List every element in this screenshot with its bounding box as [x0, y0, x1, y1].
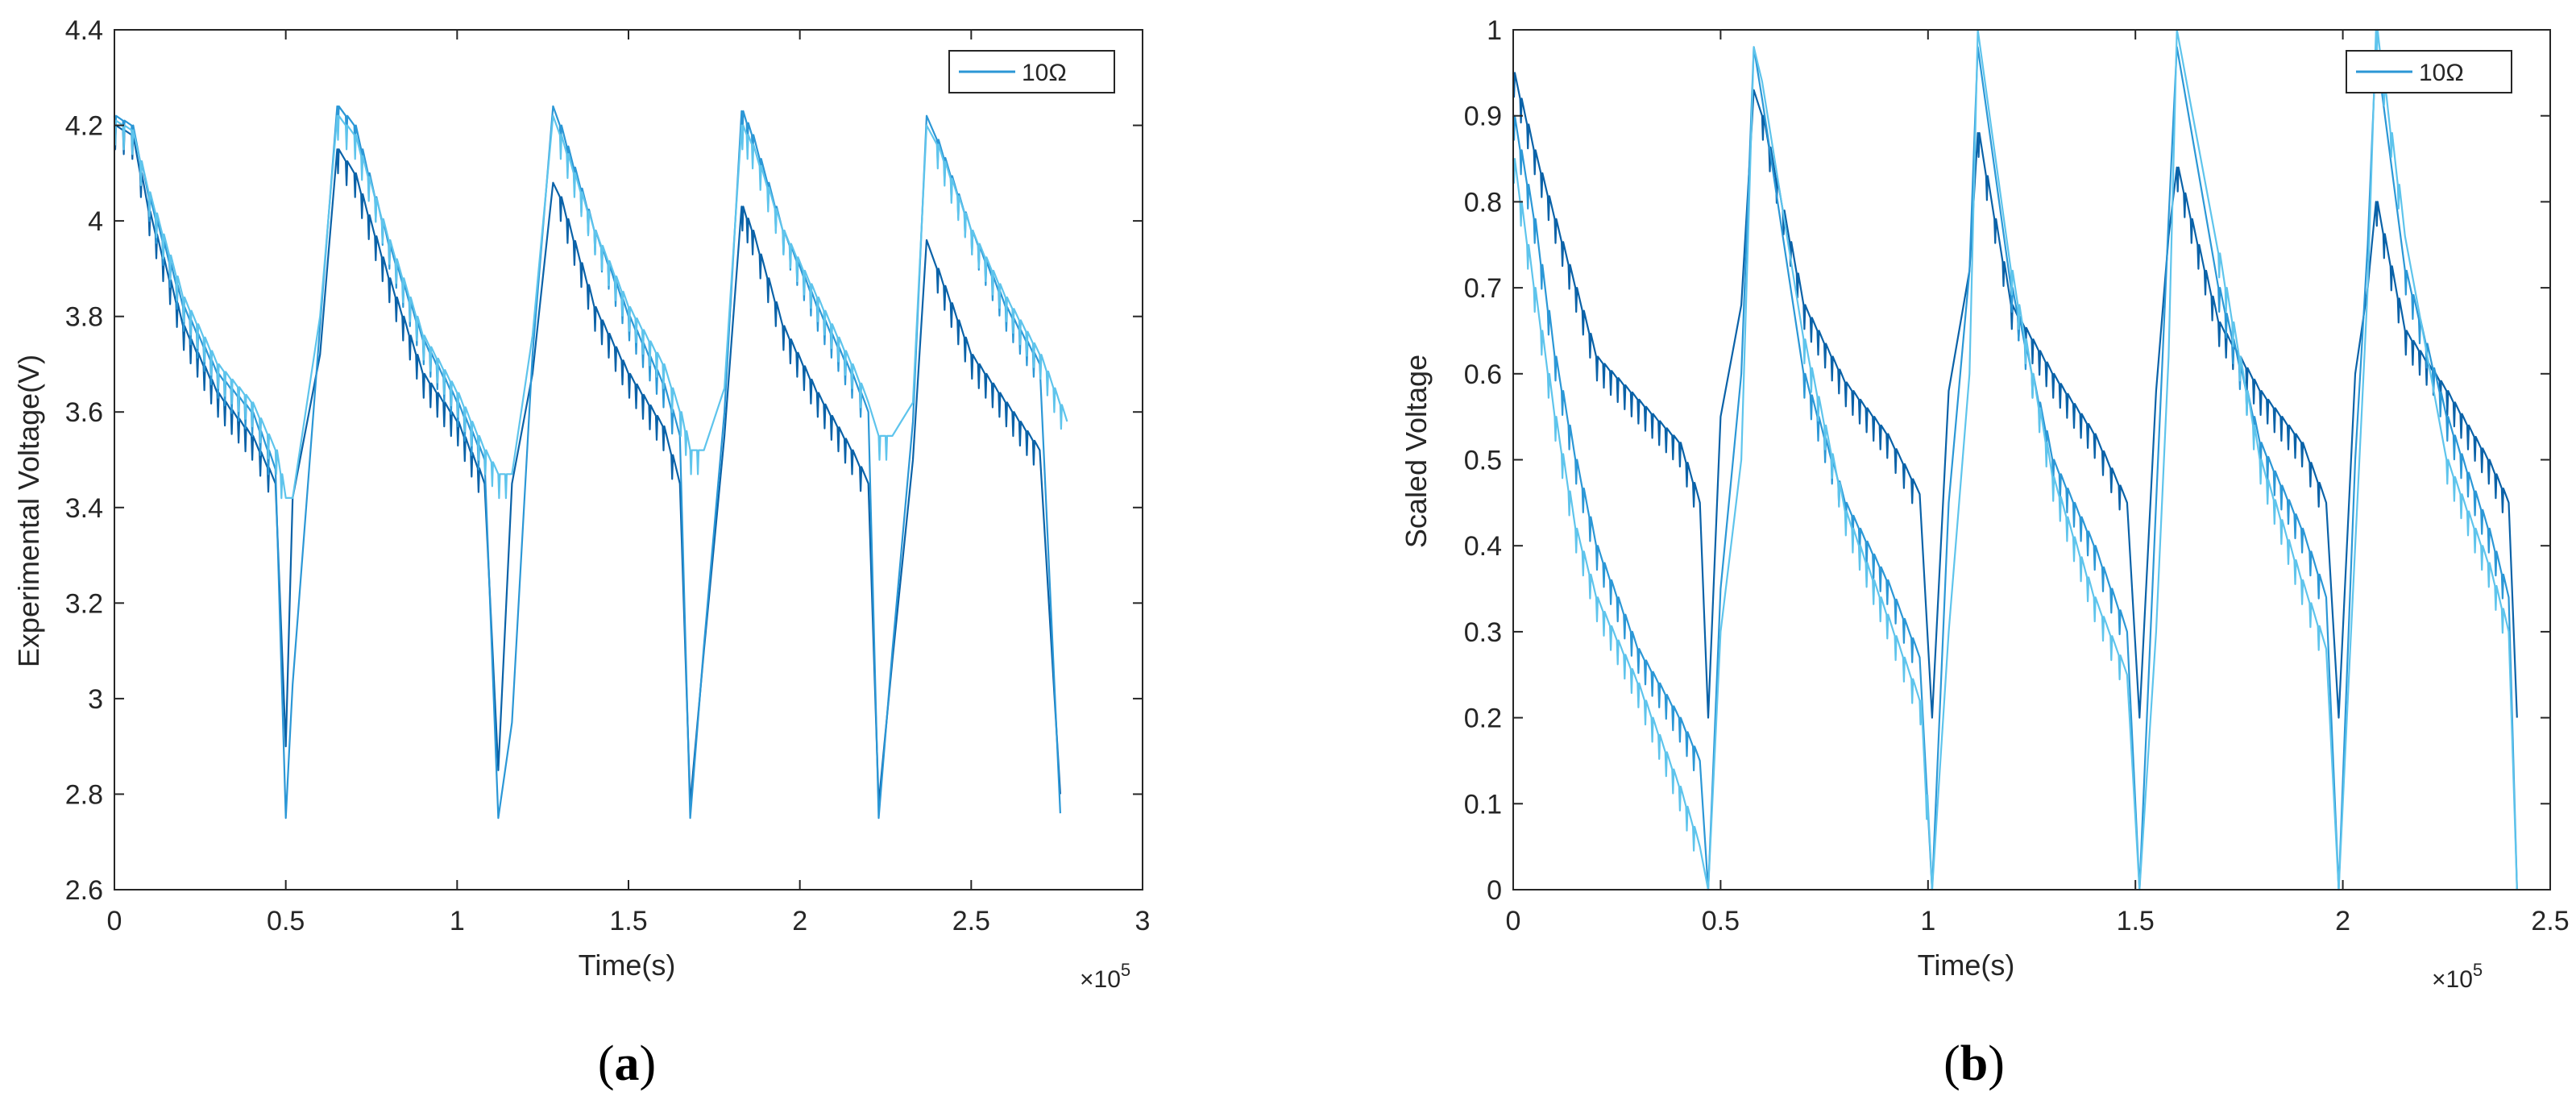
y-tick-label-a: 3.8 — [65, 302, 103, 333]
y-tick-label-b: 0.2 — [1464, 704, 1502, 734]
y-tick-label-b: 0.7 — [1464, 273, 1502, 304]
x-exponent-label-a: ×105 — [1080, 960, 1130, 993]
y-tick-label-b: 0.8 — [1464, 187, 1502, 218]
y-tick-label-a: 2.8 — [65, 779, 103, 810]
legend-b: 10Ω — [2346, 50, 2512, 93]
y-tick-label-a: 3.2 — [65, 588, 103, 619]
chart-panel-b: 0 0.5 1 1.5 2 2.5 0 0.1 0.2 0.3 0.4 0.5 0.6 0.7 0.8 0.9… — [1400, 15, 2570, 1091]
y-tick-label-a: 4 — [88, 206, 103, 237]
x-tick-label-a: 1.5 — [609, 906, 647, 936]
x-tick-label-b: 0.5 — [1702, 906, 1740, 936]
series-line-b-light — [1512, 28, 2518, 891]
x-tick-label-a: 2 — [792, 906, 807, 936]
x-tick-label-b: 1 — [1920, 906, 1935, 936]
tick-labels-a: 0 0.5 1 1.5 2 2.5 3 2.6 2.8 3 3.2 3.4 3.6 3.8 4 4.2 4.4 — [65, 15, 1151, 936]
y-tick-label-b: 0.1 — [1464, 789, 1502, 820]
series-group-b — [1512, 28, 2518, 891]
y-tick-label-a: 3.6 — [65, 397, 103, 428]
y-tick-label-a: 2.6 — [65, 875, 103, 906]
panel-label-b: (b) — [1943, 1036, 2005, 1091]
y-tick-label-b: 0 — [1487, 875, 1502, 906]
x-tick-label-a: 0.5 — [267, 906, 305, 936]
x-tick-label-b: 2.5 — [2531, 906, 2569, 936]
x-exponent-label-b: ×105 — [2432, 960, 2483, 993]
axes-a — [114, 29, 1143, 890]
x-tick-label-a: 0 — [107, 906, 122, 936]
y-tick-label-b: 0.9 — [1464, 102, 1502, 132]
x-tick-label-a: 2.5 — [952, 906, 990, 936]
x-axis-label-b: Time(s) — [1918, 949, 2015, 982]
y-tick-label-a: 3 — [88, 684, 103, 715]
y-tick-label-b: 0.6 — [1464, 359, 1502, 390]
x-axis-label-a: Time(s) — [579, 949, 676, 982]
x-tick-label-b: 2 — [2335, 906, 2350, 936]
chart-panel-a: 0 0.5 1 1.5 2 2.5 32.62.833.23.43.63.844.24.4 … — [12, 15, 1150, 1091]
y-tick-label-a: 4.4 — [65, 15, 103, 46]
axes-b — [1512, 29, 2551, 890]
x-tick-label-a: 3 — [1135, 906, 1151, 936]
legend-label-a: 10Ω — [1022, 60, 1067, 86]
legend-a: 10Ω — [948, 50, 1115, 93]
y-tick-label-b: 0.5 — [1464, 446, 1502, 476]
y-axis-label-a: Experimental Voltage(V) — [12, 355, 45, 667]
x-tick-label-b: 0 — [1506, 906, 1521, 936]
y-tick-label-b: 0.3 — [1464, 617, 1502, 648]
x-tick-label-b: 1.5 — [2117, 906, 2155, 936]
tick-labels-b: 0 0.5 1 1.5 2 2.5 0 0.1 0.2 0.3 0.4 0.5 0.6 0.7 0.8 0.9… — [1464, 15, 2570, 936]
y-tick-label-a: 3.4 — [65, 493, 103, 524]
x-tick-label-a: 1 — [450, 906, 465, 936]
legend-label-b: 10Ω — [2419, 60, 2464, 86]
y-tick-label-a: 4.2 — [65, 111, 103, 142]
series-line-a-light — [113, 114, 1068, 500]
y-tick-label-b: 1 — [1487, 15, 1502, 46]
y-tick-label-b: 0.4 — [1464, 531, 1502, 562]
y-axis-label-b: Scaled Voltage — [1400, 355, 1433, 548]
series-group-a — [113, 105, 1068, 820]
panel-label-a: (a) — [598, 1036, 656, 1091]
